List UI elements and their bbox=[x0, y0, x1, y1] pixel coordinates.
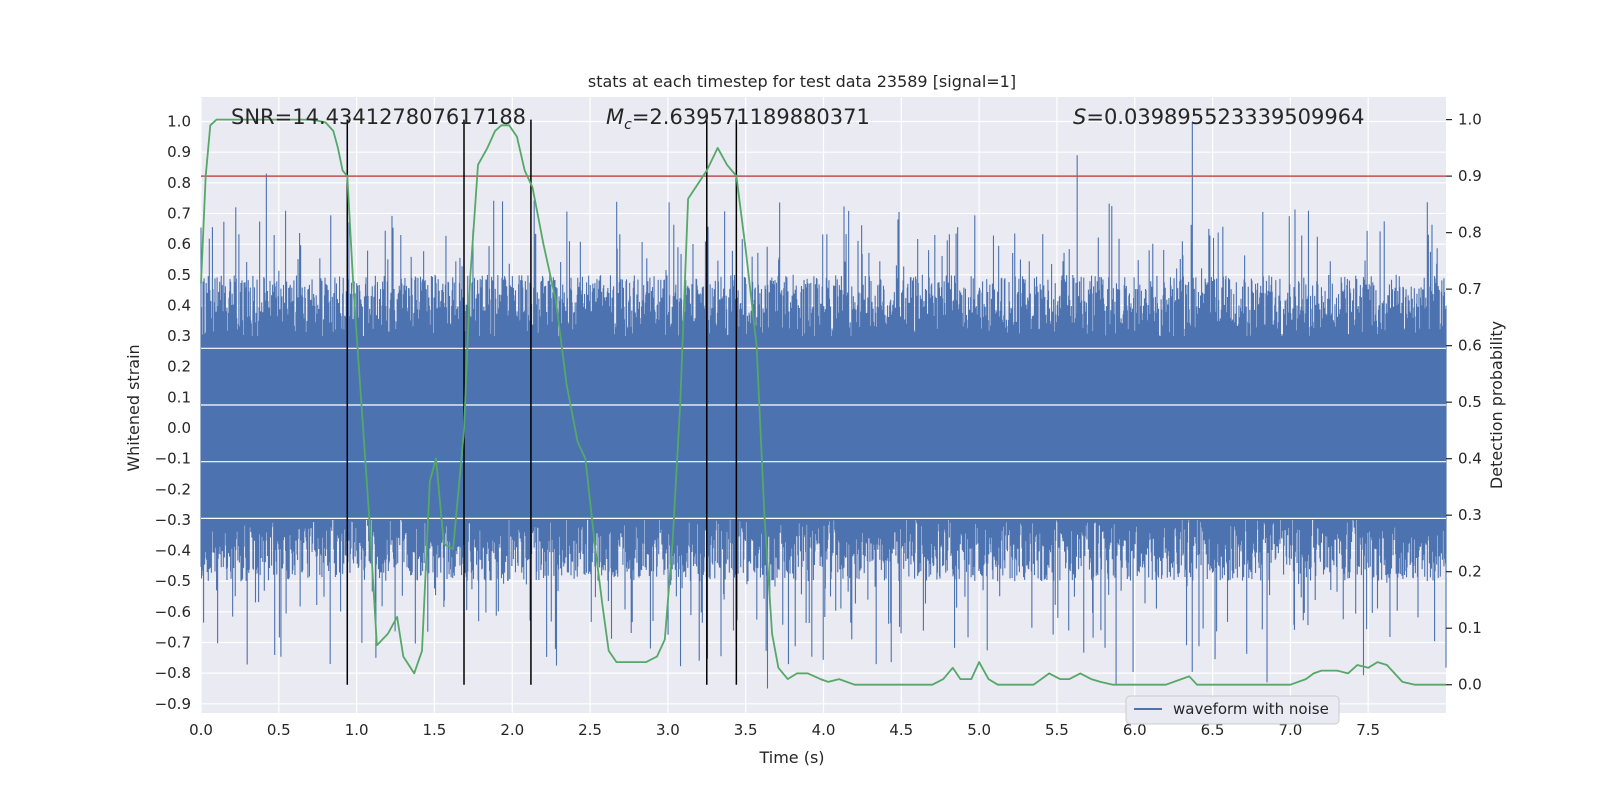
y-left-tick-label: 1.0 bbox=[167, 113, 191, 131]
y-left-tick-label: 0.5 bbox=[167, 266, 191, 284]
y-axis-right-label: Detection probability bbox=[1487, 321, 1506, 489]
probability-line bbox=[200, 118, 1446, 686]
waveform-series bbox=[200, 121, 1447, 689]
x-tick-label: 3.5 bbox=[734, 721, 758, 739]
x-tick-label: 4.0 bbox=[812, 721, 836, 739]
y-axis-right: 0.0 0.1 0.2 0.3 0.4 0.5 0.6 0.7 0.8 0.9 1.0 bbox=[1446, 111, 1482, 694]
y-left-tick-label: −0.6 bbox=[155, 603, 191, 621]
x-tick-label: 2.5 bbox=[578, 721, 602, 739]
y-right-tick-label: 0.9 bbox=[1458, 167, 1482, 185]
y-right-tick-label: 0.0 bbox=[1458, 676, 1482, 694]
x-axis-label: Time (s) bbox=[758, 748, 824, 767]
x-tick-label: 7.5 bbox=[1356, 721, 1380, 739]
x-tick-label: 3.0 bbox=[656, 721, 680, 739]
y-left-tick-label: −0.2 bbox=[155, 480, 191, 498]
x-tick-label: 1.5 bbox=[423, 721, 447, 739]
y-left-tick-label: 0.3 bbox=[167, 327, 191, 345]
s-annotation: S=0.039895523339509964 bbox=[1073, 105, 1364, 129]
x-tick-label: 6.5 bbox=[1201, 721, 1225, 739]
x-tick-label: 0.5 bbox=[267, 721, 291, 739]
chirp-mass-value: =2.639571189880371 bbox=[632, 105, 870, 129]
y-left-tick-label: 0.2 bbox=[167, 358, 191, 376]
x-tick-label: 2.0 bbox=[500, 721, 524, 739]
y-left-tick-label: 0.1 bbox=[167, 388, 191, 406]
s-symbol: S bbox=[1073, 105, 1086, 129]
legend: waveform with noise bbox=[1125, 695, 1340, 725]
y-right-tick-label: 0.5 bbox=[1458, 393, 1482, 411]
y-left-tick-label: −0.8 bbox=[155, 664, 191, 682]
y-left-tick-label: 0.9 bbox=[167, 143, 191, 161]
y-right-tick-label: 1.0 bbox=[1458, 111, 1482, 129]
y-right-tick-label: 0.4 bbox=[1458, 450, 1482, 468]
y-right-tick-label: 0.1 bbox=[1458, 619, 1482, 637]
y-right-tick-label: 0.7 bbox=[1458, 280, 1482, 298]
y-right-tick-label: 0.3 bbox=[1458, 506, 1482, 524]
y-left-tick-label: −0.5 bbox=[155, 572, 191, 590]
x-tick-label: 1.0 bbox=[345, 721, 369, 739]
legend-box bbox=[1125, 695, 1340, 725]
y-left-tick-label: −0.4 bbox=[155, 542, 191, 560]
y-left-tick-label: −0.9 bbox=[155, 695, 191, 713]
x-axis: 0.0 0.5 1.0 1.5 2.0 2.5 3.0 3.5 4.0 4.5 5.0 5.5 6.0 6… bbox=[189, 721, 1380, 739]
y-axis-left: −0.9 −0.8 −0.7 −0.6 −0.5 −0.4 −0.3 −0.2 −0.1 0.0 0… bbox=[155, 113, 191, 713]
s-value: =0.039895523339509964 bbox=[1086, 105, 1364, 129]
chirp-mass-annotation: Mc=2.639571189880371 bbox=[606, 105, 870, 133]
y-left-tick-label: 0.8 bbox=[167, 174, 191, 192]
y-left-tick-label: −0.7 bbox=[155, 634, 191, 652]
y-left-tick-label: 0.0 bbox=[167, 419, 191, 437]
x-tick-label: 4.5 bbox=[889, 721, 913, 739]
y-axis-left-label: Whitened strain bbox=[124, 344, 143, 471]
y-right-tick-label: 0.8 bbox=[1458, 224, 1482, 242]
x-tick-label: 5.5 bbox=[1045, 721, 1069, 739]
y-left-tick-label: −0.3 bbox=[155, 511, 191, 529]
legend-label-waveform: waveform with noise bbox=[1173, 700, 1329, 718]
y-left-tick-label: 0.4 bbox=[167, 296, 191, 314]
x-tick-label: 6.0 bbox=[1123, 721, 1147, 739]
y-left-tick-label: −0.1 bbox=[155, 450, 191, 468]
y-right-tick-label: 0.2 bbox=[1458, 563, 1482, 581]
probability-series bbox=[200, 118, 1446, 686]
waveform-trace bbox=[200, 121, 1447, 689]
x-tick-label: 7.0 bbox=[1278, 721, 1302, 739]
x-tick-label: 5.0 bbox=[967, 721, 991, 739]
x-tick-label: 0.0 bbox=[189, 721, 213, 739]
vertical-markers bbox=[346, 119, 738, 685]
y-right-tick-label: 0.6 bbox=[1458, 337, 1482, 355]
y-left-tick-label: 0.6 bbox=[167, 235, 191, 253]
chirp-mass-subscript: c bbox=[624, 117, 632, 133]
y-left-tick-label: 0.7 bbox=[167, 204, 191, 222]
snr-annotation: SNR=14.434127807617188 bbox=[231, 105, 526, 129]
chirp-mass-symbol: M bbox=[606, 105, 624, 129]
chart-title: stats at each timestep for test data 235… bbox=[588, 72, 1016, 91]
